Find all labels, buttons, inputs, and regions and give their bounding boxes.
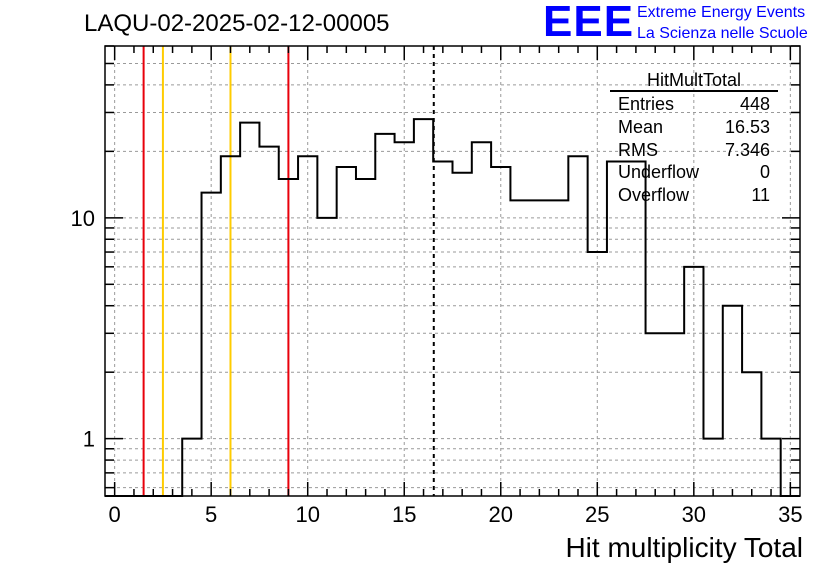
stats-row-mean: Mean 16.53	[618, 117, 770, 141]
stats-key: Overflow	[618, 185, 690, 205]
histogram-bin	[665, 333, 684, 496]
stats-key: Underflow	[618, 162, 700, 182]
stats-value: 448	[739, 94, 770, 114]
stats-key: RMS	[618, 140, 658, 160]
x-tick-label: 0	[109, 502, 121, 527]
x-tick-label: 25	[585, 502, 609, 527]
stats-value: 11	[751, 185, 770, 205]
x-tick-label: 35	[778, 502, 802, 527]
stats-title: HitMultTotal	[610, 70, 778, 92]
stats-row-overflow: Overflow 11	[618, 185, 770, 209]
histogram-bin	[202, 193, 221, 496]
histogram-bin	[742, 372, 761, 496]
stats-value: 16.53	[724, 117, 770, 137]
histogram-bin	[607, 161, 626, 496]
histogram-bin	[433, 161, 452, 496]
histogram-bin	[279, 179, 298, 496]
histogram-bin	[259, 147, 278, 496]
stats-key: Entries	[618, 94, 675, 114]
histogram-bin	[761, 439, 780, 496]
histogram-bin	[703, 439, 722, 496]
histogram-bin	[588, 252, 607, 496]
x-tick-label: 5	[205, 502, 217, 527]
stats-key: Mean	[618, 117, 664, 137]
histogram-bin	[356, 179, 375, 496]
histogram-bin	[723, 306, 742, 496]
eee-logo: EEE	[543, 0, 635, 46]
x-tick-label: 30	[682, 502, 706, 527]
histogram-bin	[626, 161, 645, 496]
histogram-bin	[453, 173, 472, 496]
plot-frame	[104, 45, 801, 497]
x-tick-label: 20	[489, 502, 513, 527]
histogram-bin	[472, 142, 491, 496]
histogram-bin	[510, 200, 529, 496]
y-tick-label: 1	[83, 427, 95, 452]
stats-value: 7.346	[724, 140, 770, 160]
stats-row-underflow: Underflow 0	[618, 162, 770, 186]
chart-title: LAQU-02-2025-02-12-00005	[84, 10, 390, 37]
logo-subtitle-line2: La Scienza nelle Scuole	[637, 25, 808, 42]
histogram-bin	[549, 200, 568, 496]
histogram-bin	[491, 167, 510, 496]
y-tick-label: 10	[71, 206, 95, 231]
histogram-bin	[337, 167, 356, 496]
histogram-bin	[240, 123, 259, 496]
histogram-bin	[375, 134, 394, 496]
histogram-bin	[568, 156, 587, 496]
histogram-bin	[221, 156, 240, 496]
histogram-bin	[530, 200, 549, 496]
x-tick-label: 15	[392, 502, 416, 527]
x-tick-label: 10	[295, 502, 319, 527]
histogram-bin	[298, 156, 317, 496]
stats-value: 0	[759, 162, 770, 182]
stats-row-entries: Entries 448	[618, 94, 770, 118]
histogram-bin	[646, 333, 665, 496]
stats-box: HitMultTotal Entries 448 Mean 16.53 RMS …	[610, 70, 780, 210]
stats-row-rms: RMS 7.346	[618, 140, 770, 164]
histogram-series	[105, 118, 800, 497]
histogram-bin	[684, 267, 703, 496]
x-axis-label: Hit multiplicity Total	[565, 532, 803, 563]
histogram-bin	[317, 218, 336, 496]
histogram-bin	[414, 119, 433, 496]
histogram-bin	[182, 439, 201, 496]
logo-subtitle-line1: Extreme Energy Events	[637, 4, 806, 21]
histogram-bin	[395, 142, 414, 496]
